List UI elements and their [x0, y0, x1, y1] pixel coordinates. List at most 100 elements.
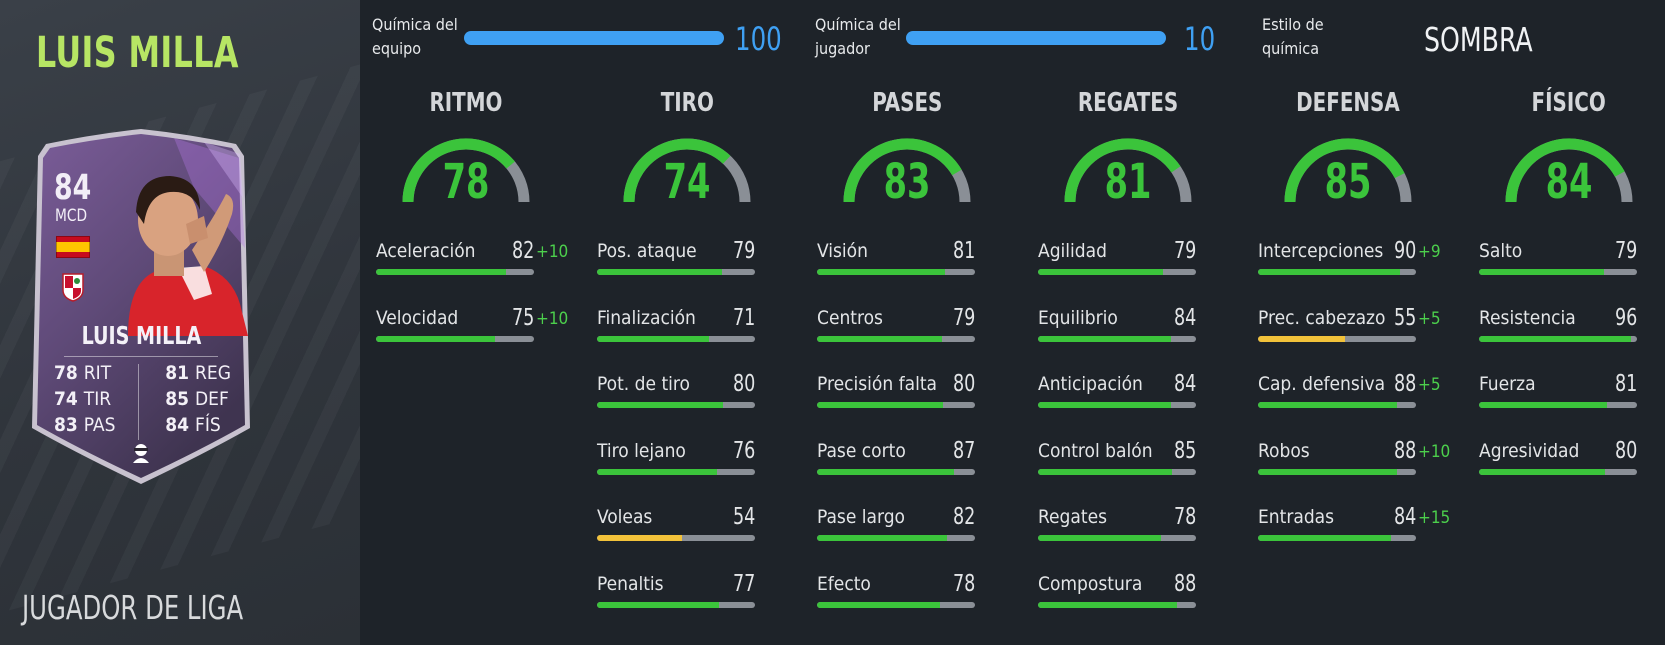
attribute-bar: [1038, 535, 1196, 541]
attribute-value: 78: [1173, 504, 1196, 530]
attribute-bar: [376, 335, 534, 342]
attribute-boost: +10: [536, 308, 569, 329]
attribute-row: Anticipación 84: [1038, 371, 1218, 413]
attribute-bar-fill: [1479, 335, 1631, 342]
attribute-value: 84: [1393, 504, 1416, 530]
attribute-row: Salto 79: [1479, 238, 1659, 280]
category-value: 83: [883, 154, 931, 210]
attribute-label: Centros: [817, 306, 883, 329]
spain-flag-icon: [56, 236, 90, 258]
player-card[interactable]: 84 MCD LUIS MILLA 78 RIT 81 REG 74 TIR: [24, 128, 258, 486]
gauge-fill: [1505, 138, 1625, 203]
attribute-value: 79: [732, 238, 755, 264]
attribute-label: Intercepciones: [1258, 240, 1384, 262]
category-title: DEFENSA: [1296, 88, 1400, 118]
attribute-value: 85: [1173, 437, 1196, 464]
attribute-bar-fill: [817, 402, 944, 408]
attribute-bar: [1258, 402, 1416, 408]
category-value: 74: [663, 154, 711, 210]
attribute-value: 79: [952, 304, 975, 331]
category-value: 85: [1324, 154, 1372, 210]
attribute-bar: [817, 601, 975, 608]
category-gauge: 85: [1278, 130, 1418, 210]
gauge-fill: [1064, 138, 1181, 203]
stat-column-1: TIRO 74 Pos. ataque 79 Finalización 71 Pot. de…: [597, 88, 777, 608]
attribute-bar: [1479, 335, 1637, 342]
attribute-row: Aceleración 82 +10: [376, 238, 568, 280]
card-stat-reg: 81 REG: [165, 362, 231, 384]
category-gauge: 78: [396, 130, 536, 210]
gauge-arc: [1064, 138, 1192, 203]
player-panel: LUIS MILLA 84 MCD: [0, 0, 360, 645]
attribute-boost: +9: [1418, 242, 1441, 262]
gauge-fill: [843, 138, 962, 203]
attribute-label: Compostura: [1038, 572, 1143, 595]
category-gauge: 84: [1499, 130, 1639, 210]
attribute-bar-fill: [1258, 335, 1345, 342]
attribute-label: Fuerza: [1479, 373, 1536, 395]
attribute-bar: [1258, 468, 1416, 475]
attribute-value: 80: [952, 371, 975, 397]
attribute-row: Agresividad 80: [1479, 437, 1659, 480]
attribute-value: 79: [1614, 238, 1637, 264]
attribute-bar: [1479, 468, 1637, 475]
category-gauge: 83: [837, 130, 977, 210]
attribute-bar: [1258, 269, 1416, 275]
attribute-bar-fill: [1038, 335, 1171, 342]
attribute-bar: [597, 335, 755, 342]
attribute-value: 88: [1393, 371, 1416, 397]
category-value: 81: [1104, 154, 1152, 210]
attribute-value: 77: [732, 570, 755, 597]
attribute-row: Cap. defensiva 88 +5: [1258, 371, 1441, 413]
attribute-bar: [597, 269, 755, 275]
attribute-value: 90: [1393, 238, 1416, 264]
attribute-value: 75: [511, 304, 534, 331]
attribute-row: Voleas 54: [597, 504, 777, 546]
attribute-row: Finalización 71: [597, 304, 777, 347]
gauge-arc: [402, 138, 530, 203]
attribute-label: Visión: [817, 240, 868, 262]
attribute-bar-fill: [1258, 269, 1401, 275]
attribute-row: Penaltis 77: [597, 570, 777, 613]
attribute-bar-fill: [597, 601, 719, 608]
attribute-boost: +15: [1418, 508, 1451, 528]
attribute-label: Robos: [1258, 439, 1310, 462]
attribute-row: Pase largo 82: [817, 504, 997, 546]
league-label: JUGADOR DE LIGA: [22, 588, 244, 627]
attribute-value: 84: [1173, 371, 1196, 397]
gauge-arc: [843, 138, 971, 203]
attribute-label: Agresividad: [1479, 439, 1580, 462]
attribute-label: Entradas: [1258, 506, 1335, 528]
attribute-value: 80: [1614, 437, 1637, 464]
attribute-value: 82: [511, 238, 534, 264]
attribute-bar: [597, 535, 755, 541]
attribute-bar-fill: [817, 335, 942, 342]
attribute-row: Pos. ataque 79: [597, 238, 777, 280]
shadow-chemistry-icon: [133, 444, 149, 463]
attribute-bar: [817, 335, 975, 342]
attribute-bar: [817, 269, 975, 275]
attribute-row: Centros 79: [817, 304, 997, 347]
attribute-boost: +5: [1418, 308, 1441, 329]
attribute-label: Pase corto: [817, 439, 906, 462]
attribute-label: Regates: [1038, 506, 1107, 528]
attribute-row: Velocidad 75 +10: [376, 304, 568, 347]
attribute-bar: [1479, 269, 1637, 275]
attribute-label: Efecto: [817, 572, 871, 595]
attribute-label: Pase largo: [817, 506, 906, 528]
attribute-boost: +10: [536, 242, 569, 262]
gauge-arc: [623, 138, 751, 203]
attribute-bar: [597, 402, 755, 408]
attribute-bar-fill: [597, 402, 724, 408]
attribute-bar-fill: [1038, 468, 1173, 475]
attribute-bar: [1038, 269, 1196, 275]
category-title: TIRO: [660, 88, 714, 118]
attribute-bar-fill: [817, 535, 947, 541]
attribute-bar: [1038, 402, 1196, 408]
attribute-bar-fill: [817, 601, 941, 608]
player-chemistry-value: 10: [1184, 20, 1216, 58]
attribute-value: 71: [732, 304, 755, 331]
attribute-bar: [817, 402, 975, 408]
gauge-arc: [1284, 138, 1412, 203]
team-chemistry-label: Química del equipo: [372, 15, 458, 58]
